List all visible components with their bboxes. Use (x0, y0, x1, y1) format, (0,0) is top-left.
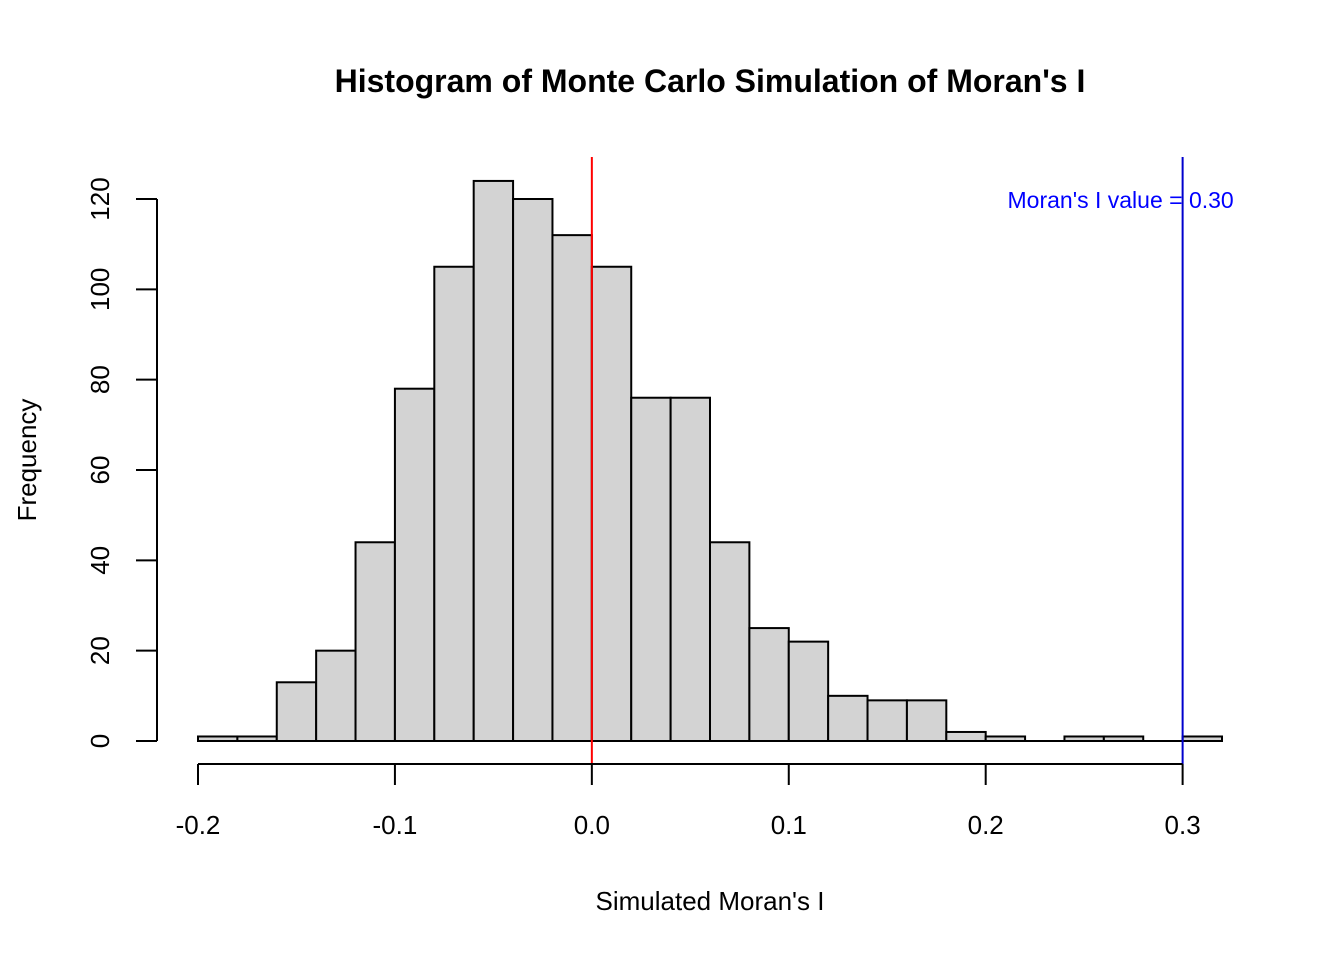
histogram-bar (630, 396, 672, 742)
y-tick-label: 40 (85, 546, 115, 575)
histogram-bar (1181, 735, 1223, 743)
histogram-bar (905, 699, 948, 742)
histogram-bar (433, 265, 475, 742)
histogram-bar (236, 735, 278, 743)
histogram-bar (315, 649, 357, 743)
histogram-bar (669, 396, 711, 742)
y-axis-label: Frequency (12, 399, 42, 522)
histogram-bar (748, 627, 790, 742)
y-tick-label: 0 (85, 734, 115, 748)
y-tick-label: 100 (85, 268, 115, 311)
histogram-bar (945, 730, 987, 743)
histogram-bar (590, 265, 633, 742)
chart-title: Histogram of Monte Carlo Simulation of M… (335, 63, 1086, 99)
histogram-bar (1063, 735, 1105, 743)
y-tick-label: 80 (85, 365, 115, 394)
histogram-bar (354, 541, 396, 742)
x-axis-label: Simulated Moran's I (596, 886, 825, 916)
histogram-bar (866, 699, 908, 742)
histogram-bar (827, 694, 869, 742)
histogram-bar (787, 640, 830, 743)
histogram-bar (197, 735, 239, 743)
morans-i-annotation: Moran's I value = 0.30 (1008, 187, 1234, 213)
x-axis: -0.2 -0.1 0.0 0.1 0.2 0.3 (176, 763, 1201, 840)
y-tick-label: 120 (85, 177, 115, 220)
histogram-bar (393, 387, 436, 742)
histogram-bar (512, 198, 554, 742)
y-tick-label: 20 (85, 636, 115, 665)
x-tick-label: 0.0 (574, 810, 610, 840)
histogram-bars (197, 179, 1223, 743)
x-tick-label: 0.1 (771, 810, 807, 840)
x-tick-label: -0.2 (176, 810, 221, 840)
reference-lines (590, 157, 1184, 764)
x-tick-label: 0.3 (1165, 810, 1201, 840)
x-tick-label: -0.1 (373, 810, 418, 840)
histogram-bar (472, 179, 515, 742)
histogram-bar (275, 681, 318, 742)
histogram-bar (709, 541, 751, 742)
histogram-bar (1102, 735, 1145, 743)
y-axis: 0 20 40 60 80 100 120 (85, 177, 158, 748)
y-tick-label: 60 (85, 456, 115, 485)
x-tick-label: 0.2 (968, 810, 1004, 840)
histogram-bar (984, 735, 1027, 743)
histogram-bar (551, 234, 593, 742)
